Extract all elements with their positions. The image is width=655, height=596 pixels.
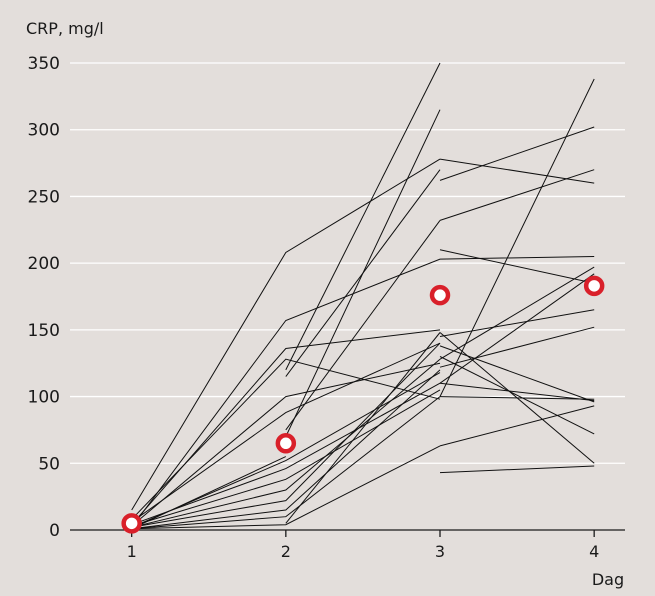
y-tick-label: 300 <box>28 121 60 141</box>
patient-series-line <box>439 273 595 384</box>
patient-series-line <box>131 342 441 523</box>
y-axis-title: CRP, mg/l <box>26 19 104 38</box>
patient-series-line <box>285 220 441 431</box>
patient-series-line <box>439 169 595 221</box>
x-axis-title: Dag <box>592 570 624 589</box>
patient-series-line <box>439 266 595 360</box>
patient-series-line <box>285 109 441 437</box>
y-tick-label: 50 <box>38 454 60 474</box>
patient-series-line <box>131 158 441 511</box>
patient-series-line <box>439 465 595 474</box>
patient-series-line <box>131 389 441 527</box>
patient-series-line <box>131 456 287 530</box>
patient-series-line <box>131 382 441 526</box>
axes <box>70 529 625 537</box>
y-tick-label: 250 <box>28 187 60 207</box>
patient-series-line <box>439 309 595 337</box>
patient-series-line <box>131 358 441 528</box>
y-tick-label: 0 <box>49 521 60 541</box>
mean-markers <box>121 275 605 534</box>
patient-series-line <box>131 362 441 527</box>
mean-marker <box>121 513 142 534</box>
patient-series-line <box>131 358 441 520</box>
grid-lines <box>70 62 625 464</box>
patient-series-line <box>131 396 441 530</box>
patient-series-line <box>285 62 441 371</box>
mean-marker <box>275 433 297 454</box>
y-tick-label: 150 <box>28 321 60 341</box>
patient-series-line <box>439 158 595 184</box>
y-tick-label: 350 <box>28 54 60 74</box>
x-tick-label: 2 <box>281 542 291 561</box>
patient-series-line <box>285 332 441 524</box>
mean-marker <box>583 275 605 297</box>
mean-marker <box>429 284 451 306</box>
patient-series-line <box>131 445 441 530</box>
patient-series-line <box>439 326 595 368</box>
patient-series-line <box>439 405 595 447</box>
y-tick-label: 100 <box>28 388 60 408</box>
patient-series-line <box>439 356 595 435</box>
patient-series-line <box>131 256 595 528</box>
patient-series-line <box>439 249 595 284</box>
y-tick-label: 200 <box>28 254 60 274</box>
x-tick-label: 3 <box>435 542 445 561</box>
series-lines <box>131 62 595 530</box>
x-tick-label: 4 <box>589 542 599 561</box>
patient-series-line <box>439 78 595 397</box>
patient-series-line <box>439 382 595 402</box>
patient-series-line <box>439 126 595 181</box>
patient-series-line <box>439 396 595 400</box>
tick-labels: 0 50 100 150 200 250 300 350 1 2 3 4 <box>28 54 600 561</box>
patient-series-line <box>131 369 441 530</box>
patient-series-line <box>439 345 595 403</box>
x-tick-label: 1 <box>127 542 137 561</box>
